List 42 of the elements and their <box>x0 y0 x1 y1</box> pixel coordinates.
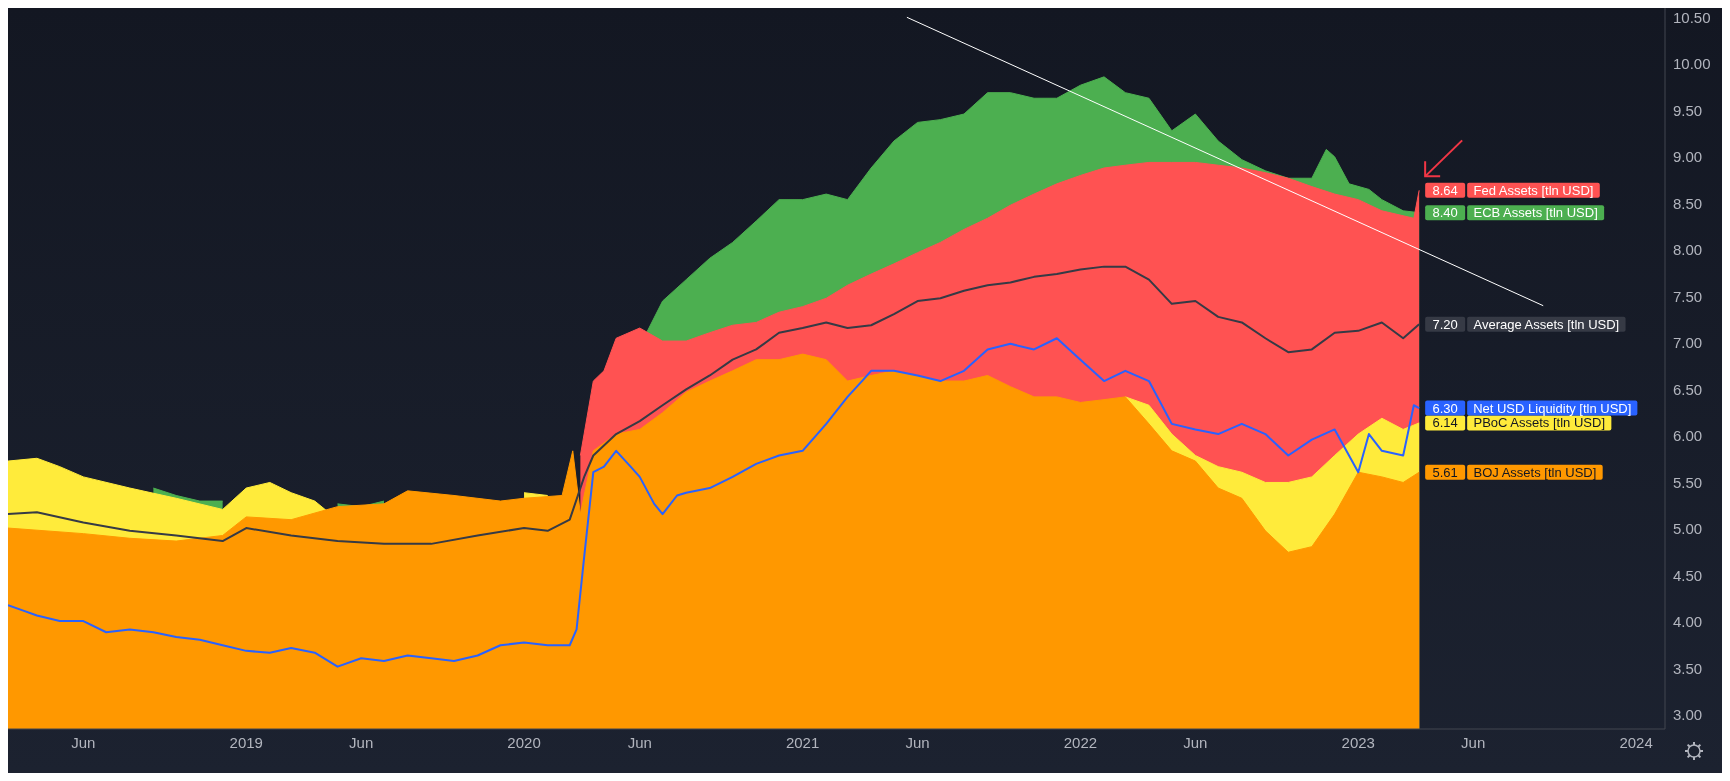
legend-label: BOJ Assets [tln USD] <box>1473 464 1597 480</box>
data-label: 6.30 <box>1432 400 1458 416</box>
x-tick-label: 2023 <box>1341 733 1375 751</box>
data-label: 5.61 <box>1432 464 1458 480</box>
y-tick-label: 6.50 <box>1673 380 1703 398</box>
legend-label: PBoC Assets [tln USD] <box>1473 415 1606 431</box>
x-tick-label: Jun <box>349 733 374 751</box>
x-tick-label: 2024 <box>1619 733 1653 751</box>
line-series <box>8 265 1421 545</box>
y-tick-label: 4.50 <box>1673 566 1703 584</box>
y-tick-label: 8.00 <box>1673 241 1703 259</box>
legend-label: Average Assets [tln USD] <box>1473 316 1620 332</box>
y-tick-label: 8.50 <box>1673 194 1703 212</box>
x-tick-label: Jun <box>627 733 652 751</box>
legend-label: Fed Assets [tln USD] <box>1473 182 1594 198</box>
y-tick-label: 6.00 <box>1673 427 1703 445</box>
y-tick-label: 5.00 <box>1673 520 1703 538</box>
x-tick-label: Jun <box>905 733 930 751</box>
data-label: 7.20 <box>1432 316 1458 332</box>
x-tick-label: 2020 <box>507 733 541 751</box>
data-label: 8.40 <box>1432 205 1458 221</box>
y-tick-label: 10.50 <box>1673 8 1711 26</box>
y-tick-label: 9.00 <box>1673 148 1703 166</box>
y-tick-label: 7.50 <box>1673 287 1703 305</box>
y-tick-label: 9.50 <box>1673 101 1703 119</box>
data-label: 8.64 <box>1432 182 1458 198</box>
line-series <box>8 337 1421 668</box>
y-tick-label: 7.00 <box>1673 334 1703 352</box>
x-tick-label: 2022 <box>1063 733 1098 751</box>
y-tick-label: 5.50 <box>1673 473 1703 491</box>
x-tick-label: Jun <box>1461 733 1486 751</box>
legend-label: Net USD Liquidity [tln USD] <box>1473 400 1632 416</box>
x-tick-label: Jun <box>71 733 96 751</box>
legend-label: ECB Assets [tln USD] <box>1473 205 1598 221</box>
x-tick-label: Jun <box>1183 733 1208 751</box>
x-tick-label: 2021 <box>785 733 820 751</box>
x-tick-label: 2019 <box>229 733 263 751</box>
y-tick-label: 10.00 <box>1673 55 1711 73</box>
y-tick-label: 4.00 <box>1673 613 1703 631</box>
data-label: 6.14 <box>1432 415 1458 431</box>
y-tick-label: 3.00 <box>1673 706 1703 724</box>
y-tick-label: 3.50 <box>1673 659 1703 677</box>
